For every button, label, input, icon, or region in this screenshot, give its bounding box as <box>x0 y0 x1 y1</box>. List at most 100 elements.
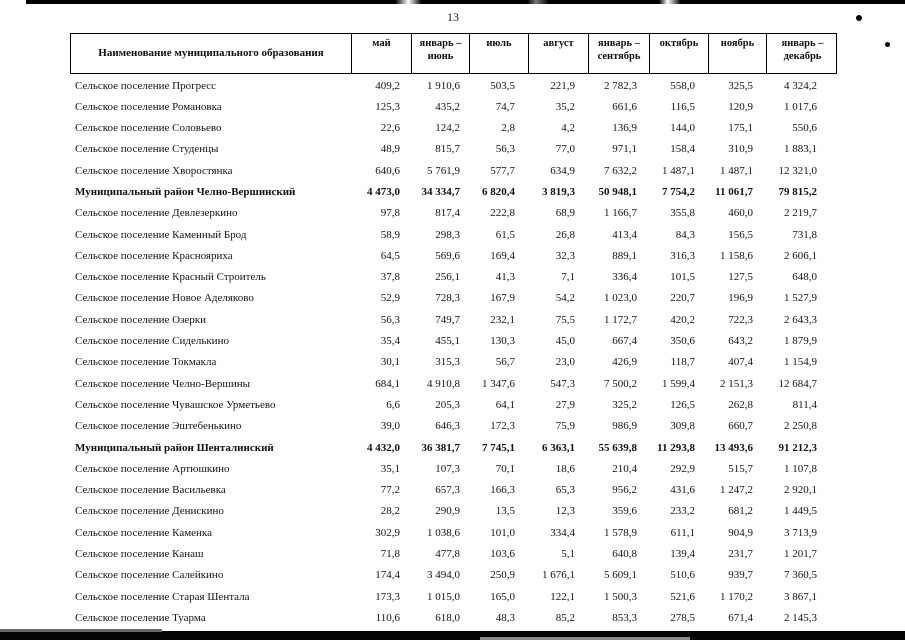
value-cell: 175,1 <box>728 122 753 135</box>
table-header-row: Наименование муниципального образования … <box>70 33 837 74</box>
value-cell: 250,9 <box>490 569 515 582</box>
value-cell: 48,3 <box>495 611 515 624</box>
value-cell: 220,7 <box>670 292 695 305</box>
value-cell: 2 145,3 <box>784 611 817 624</box>
scan-artifact-dot <box>856 15 862 21</box>
value-cell: 409,2 <box>375 79 400 92</box>
value-cell: 97,8 <box>380 207 400 220</box>
table-row: Муниципальный район Шенталинский 4 432,0 3… <box>70 438 837 459</box>
header-jan-sep: январь – сентябрь <box>588 34 649 73</box>
value-cell: 1 500,3 <box>604 590 637 603</box>
value-cell: 2 250,8 <box>784 420 817 433</box>
value-cell: 32,3 <box>555 249 575 262</box>
value-cell: 56,3 <box>495 143 515 156</box>
value-cell: 521,6 <box>670 590 695 603</box>
value-cell: 1 107,8 <box>784 462 817 475</box>
value-cell: 971,1 <box>612 143 637 156</box>
value-cell: 657,3 <box>435 484 460 497</box>
value-cell: 11 061,7 <box>715 185 753 198</box>
value-cell: 13,5 <box>495 505 515 518</box>
value-cell: 70,1 <box>495 462 515 475</box>
table-row: Сельское поселение Канаш 71,8 477,8 103,6 5,… <box>70 544 837 565</box>
value-cell: 7 754,2 <box>662 185 695 198</box>
value-cell: 35,2 <box>555 100 575 113</box>
value-cell: 618,0 <box>435 611 460 624</box>
table-row: Сельское поселение Красный Строитель 37,8… <box>70 267 837 288</box>
value-cell: 256,1 <box>435 271 460 284</box>
table-row: Сельское поселение Соловьево 22,6 124,2 2,8… <box>70 118 837 139</box>
value-cell: 232,1 <box>490 313 515 326</box>
value-cell: 2 151,3 <box>720 377 753 390</box>
value-cell: 91 212,3 <box>778 441 818 454</box>
value-cell: 278,5 <box>670 611 695 624</box>
value-cell: 126,5 <box>670 398 695 411</box>
value-cell: 30,1 <box>380 356 400 369</box>
scan-artifact-bottom-shade <box>480 637 690 640</box>
value-cell: 39,0 <box>380 420 400 433</box>
value-cell: 1 158,6 <box>720 249 753 262</box>
value-cell: 12 684,7 <box>778 377 818 390</box>
value-cell: 169,4 <box>490 249 515 262</box>
header-nov: ноябрь <box>708 34 766 73</box>
value-cell: 1 154,9 <box>784 356 817 369</box>
municipality-name-cell: Муниципальный район Шенталинский <box>75 441 274 454</box>
value-cell: 3 494,0 <box>427 569 460 582</box>
value-cell: 355,8 <box>670 207 695 220</box>
value-cell: 2,8 <box>501 122 515 135</box>
value-cell: 2 643,3 <box>784 313 817 326</box>
value-cell: 7,1 <box>561 271 575 284</box>
value-cell: 27,9 <box>555 398 575 411</box>
scan-artifact-top-bar <box>26 0 905 4</box>
value-cell: 26,8 <box>555 228 575 241</box>
value-cell: 681,2 <box>728 505 753 518</box>
value-cell: 122,1 <box>550 590 575 603</box>
value-cell: 120,9 <box>728 100 753 113</box>
value-cell: 749,7 <box>435 313 460 326</box>
municipality-name-cell: Сельское поселение Девлезеркино <box>75 207 238 220</box>
value-cell: 158,4 <box>670 143 695 156</box>
value-cell: 116,5 <box>670 100 695 113</box>
value-cell: 3 867,1 <box>784 590 817 603</box>
value-cell: 1 015,0 <box>427 590 460 603</box>
value-cell: 136,9 <box>612 122 637 135</box>
value-cell: 101,5 <box>670 271 695 284</box>
value-cell: 3 819,3 <box>542 185 575 198</box>
value-cell: 634,9 <box>550 164 575 177</box>
value-cell: 310,9 <box>728 143 753 156</box>
value-cell: 426,9 <box>612 356 637 369</box>
value-cell: 58,9 <box>380 228 400 241</box>
value-cell: 309,8 <box>670 420 695 433</box>
value-cell: 103,6 <box>490 548 515 561</box>
value-cell: 5 609,1 <box>604 569 637 582</box>
municipality-name-cell: Муниципальный район Челно-Вершинский <box>75 185 296 198</box>
value-cell: 477,8 <box>435 548 460 561</box>
value-cell: 85,2 <box>555 611 575 624</box>
table-row: Сельское поселение Артюшкино 35,1 107,3 70,… <box>70 459 837 480</box>
value-cell: 64,1 <box>495 398 515 411</box>
table-row: Сельское поселение Студенцы 48,9 815,7 56,3… <box>70 139 837 160</box>
value-cell: 210,4 <box>612 462 637 475</box>
value-cell: 671,4 <box>728 611 753 624</box>
value-cell: 68,9 <box>555 207 575 220</box>
value-cell: 110,6 <box>375 611 400 624</box>
value-cell: 7 632,2 <box>604 164 637 177</box>
value-cell: 167,9 <box>490 292 515 305</box>
table-row: Сельское поселение Сиделькино 35,4 455,1 13… <box>70 331 837 352</box>
scan-artifact-bottom-shade <box>0 629 162 632</box>
value-cell: 853,3 <box>612 611 637 624</box>
municipality-name-cell: Сельское поселение Каменный Брод <box>75 228 247 241</box>
header-oct: октябрь <box>649 34 708 73</box>
value-cell: 2 219,7 <box>784 207 817 220</box>
value-cell: 684,1 <box>375 377 400 390</box>
municipality-name-cell: Сельское поселение Васильевка <box>75 484 226 497</box>
table-row: Сельское поселение Краснояриха 64,5 569,6 1… <box>70 246 837 267</box>
value-cell: 221,9 <box>550 79 575 92</box>
page-number: 13 <box>447 10 459 24</box>
municipality-name-cell: Сельское поселение Эштебенькино <box>75 420 242 433</box>
table-row: Сельское поселение Васильевка 77,2 657,3 16… <box>70 480 837 501</box>
value-cell: 1 038,6 <box>427 526 460 539</box>
value-cell: 722,3 <box>728 313 753 326</box>
value-cell: 4 473,0 <box>367 185 400 198</box>
municipality-name-cell: Сельское поселение Новое Аделяково <box>75 292 254 305</box>
